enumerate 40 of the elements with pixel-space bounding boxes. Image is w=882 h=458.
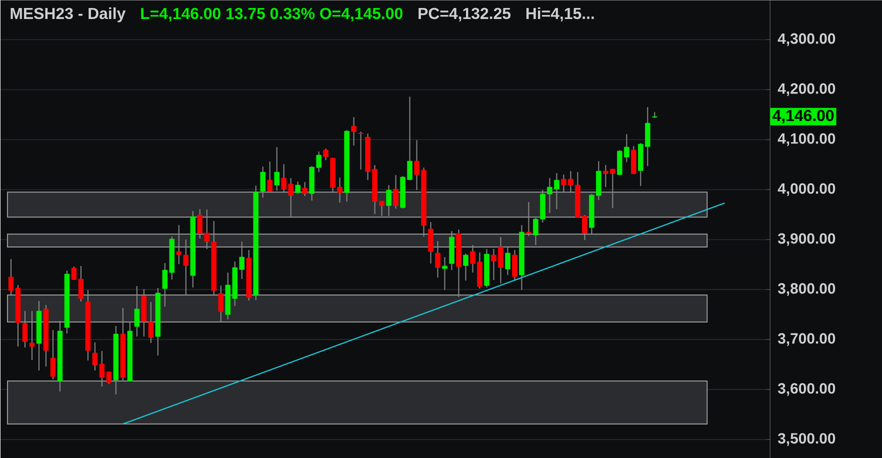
candlestick — [631, 146, 636, 175]
candlestick — [526, 202, 532, 237]
text: 4,146.00 — [772, 110, 834, 124]
y-tick-label: 3,600.00 — [778, 383, 836, 396]
y-tick-label: 4,200.00 — [778, 83, 836, 96]
candlestick — [8, 258, 14, 296]
candlestick — [295, 181, 300, 194]
candlestick — [505, 246, 510, 276]
candlestick — [218, 284, 224, 322]
candlestick — [274, 146, 280, 192]
candlestick — [50, 329, 56, 380]
candlestick — [71, 266, 77, 280]
candlestick — [435, 240, 440, 278]
y-tick-label: 4,300.00 — [778, 33, 836, 46]
candlestick — [22, 310, 28, 348]
candlestick — [134, 285, 140, 337]
y-tick-label: 3,900.00 — [778, 233, 836, 246]
chart-subtitle: L=4,146.00 13.75 0.33% O=4,145.00 — [141, 8, 402, 22]
y-tick-label: 3,700.00 — [778, 333, 836, 346]
candlestick — [260, 166, 266, 198]
annotation: Hi=4,15... — [526, 7, 594, 22]
y-tick-label: 4,100.00 — [778, 133, 836, 146]
candlestick — [323, 148, 328, 161]
candlestick — [78, 265, 84, 302]
candlestick — [512, 249, 518, 280]
candlestick — [358, 131, 364, 170]
annotation: PC=4,132.25 — [418, 8, 511, 22]
candlestick — [393, 174, 398, 210]
candlestick — [442, 256, 448, 290]
candlestick — [351, 116, 356, 146]
candlestick — [463, 252, 468, 281]
y-tick-label: 4,000.00 — [778, 183, 836, 196]
candlestick — [29, 310, 35, 360]
candlestick — [267, 161, 272, 192]
candlestick — [428, 222, 434, 264]
y-tick-label: 3,500.00 — [778, 433, 836, 446]
y-tick-label: 3,800.00 — [778, 283, 836, 296]
candlestick — [302, 182, 308, 197]
chart-title: MESH23 - Daily — [10, 7, 126, 22]
candlestick — [386, 184, 392, 217]
